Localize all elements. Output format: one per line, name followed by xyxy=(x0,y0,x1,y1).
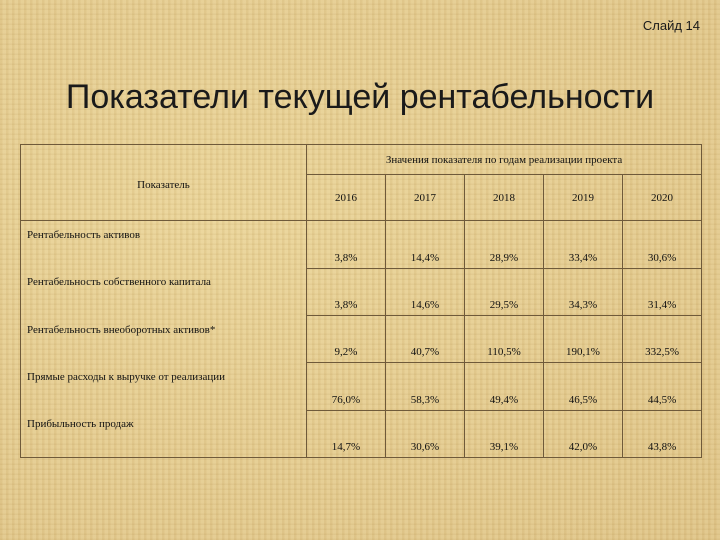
year-header: 2018 xyxy=(464,174,544,222)
cell-value: 40,7% xyxy=(385,315,465,364)
table-row: Рентабельность внеоборотных активов* 9,2… xyxy=(20,315,703,364)
cell-value: 14,7% xyxy=(306,409,386,459)
row-label: Рентабельность внеоборотных активов* xyxy=(20,315,307,363)
cell-value: 110,5% xyxy=(464,315,544,364)
cell-value: 9,2% xyxy=(306,315,386,364)
cell-value: 34,3% xyxy=(543,267,623,317)
cell-value: 30,6% xyxy=(621,220,703,269)
cell-value: 30,6% xyxy=(385,409,465,459)
table-row: Прибыльность продаж 14,7% 30,6% 39,1% 42… xyxy=(20,409,703,459)
slide-number: Слайд 14 xyxy=(642,18,700,33)
cell-value: 42,0% xyxy=(543,409,623,459)
year-header: 2019 xyxy=(543,174,623,222)
cell-value: 3,8% xyxy=(306,220,386,269)
year-header: 2016 xyxy=(306,174,386,222)
cell-value: 14,4% xyxy=(385,220,465,269)
table-row: Рентабельность собственного капитала 3,8… xyxy=(20,267,703,317)
table-row: Прямые расходы к выручке от реализации 7… xyxy=(20,362,703,411)
cell-value: 3,8% xyxy=(306,267,386,317)
cell-value: 28,9% xyxy=(464,220,544,269)
years-group-header: Значения показателя по годам реализации … xyxy=(305,143,703,176)
cell-value: 39,1% xyxy=(464,409,544,459)
cell-value: 31,4% xyxy=(621,267,703,317)
year-header: 2020 xyxy=(621,174,703,222)
cell-value: 33,4% xyxy=(543,220,623,269)
profitability-table: Показатель Значения показателя по годам … xyxy=(20,143,703,459)
cell-value: 46,5% xyxy=(543,362,623,411)
row-label: Прямые расходы к выручке от реализации xyxy=(20,362,307,411)
year-header: 2017 xyxy=(385,174,465,222)
row-label: Рентабельность собственного капитала xyxy=(20,268,307,316)
table-row: Рентабельность активов 3,8% 14,4% 28,9% … xyxy=(20,220,703,269)
cell-value: 43,8% xyxy=(621,409,703,459)
cell-value: 44,5% xyxy=(621,362,703,411)
cell-value: 29,5% xyxy=(464,267,544,317)
cell-value: 332,5% xyxy=(621,315,703,364)
cell-value: 14,6% xyxy=(385,267,465,317)
row-label: Прибыльность продаж xyxy=(20,410,307,459)
row-label: Рентабельность активов xyxy=(20,220,307,269)
cell-value: 190,1% xyxy=(543,315,623,364)
cell-value: 76,0% xyxy=(306,362,386,411)
indicator-header: Показатель xyxy=(20,143,307,222)
cell-value: 49,4% xyxy=(464,362,544,411)
cell-value: 58,3% xyxy=(385,362,465,411)
page-title: Показатели текущей рентабельности xyxy=(65,78,655,116)
